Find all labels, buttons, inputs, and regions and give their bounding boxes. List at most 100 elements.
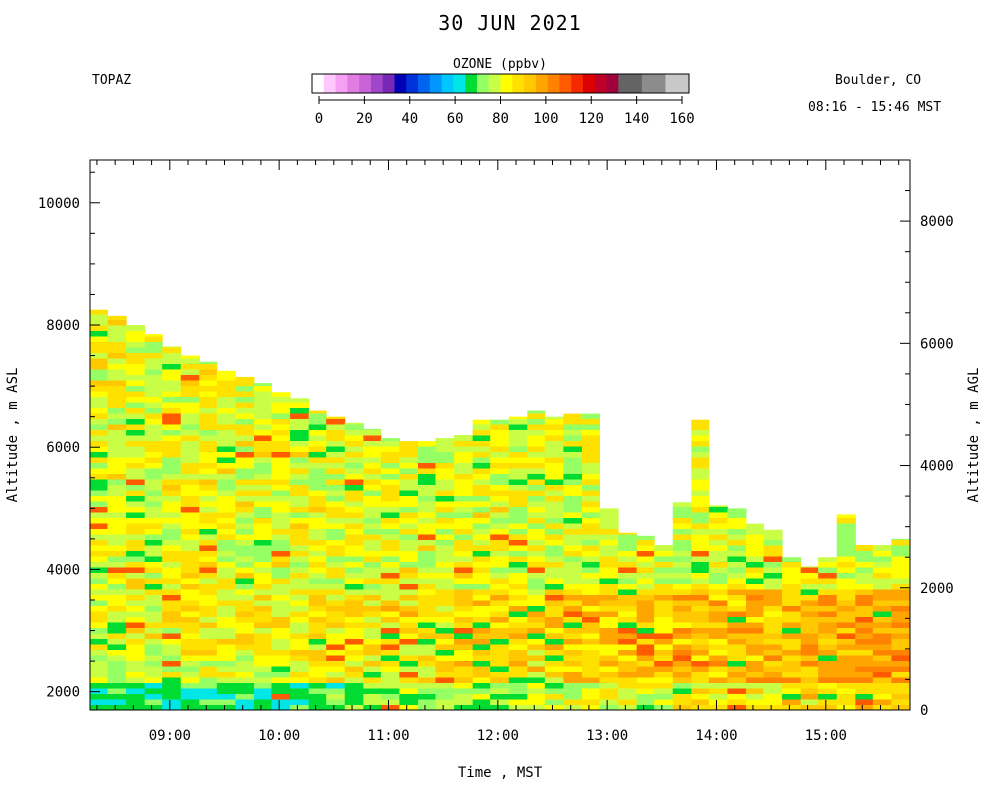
heatmap-cell [308, 655, 327, 661]
heatmap-cell [107, 633, 127, 639]
heatmap-cell [435, 677, 455, 683]
heatmap-cell [254, 424, 272, 430]
heatmap-cell [290, 545, 310, 551]
heatmap-cell [418, 583, 436, 590]
heatmap-cell [308, 495, 327, 502]
heatmap-cell [235, 435, 255, 441]
heatmap-cell [180, 457, 200, 463]
heatmap-cell [90, 396, 108, 403]
heatmap-cell [508, 484, 528, 491]
heatmap-cell [582, 462, 600, 469]
heatmap-cell [891, 578, 911, 584]
heatmap-cell [618, 600, 638, 606]
heatmap-cell [763, 682, 783, 689]
heatmap-cell [800, 693, 819, 700]
y-tick-label-left: 4000 [46, 562, 80, 578]
heatmap-cell [290, 539, 310, 546]
heatmap-cell [746, 633, 764, 639]
heatmap-cell [527, 413, 546, 419]
heatmap-cell [782, 644, 802, 650]
heatmap-cell [162, 572, 182, 579]
heatmap-cell [144, 622, 163, 628]
heatmap-cell [254, 583, 272, 590]
heatmap-cell [563, 633, 583, 639]
heatmap-cell [90, 583, 108, 590]
heatmap-cell [563, 704, 583, 711]
heatmap-cell [691, 688, 710, 694]
heatmap-cell [271, 413, 291, 419]
heatmap-cell [435, 490, 455, 496]
heatmap-cell [344, 660, 364, 667]
heatmap-cell [380, 644, 400, 650]
heatmap-cell [418, 622, 436, 628]
heatmap-cell [271, 600, 291, 606]
heatmap-cell [454, 594, 474, 601]
heatmap-cell [254, 484, 272, 491]
heatmap-cell [363, 688, 382, 694]
heatmap-cell [582, 649, 600, 656]
heatmap-cell [418, 462, 436, 469]
heatmap-cell [126, 699, 146, 705]
heatmap-cell [126, 484, 146, 491]
heatmap-cell [363, 611, 382, 617]
heatmap-cell [107, 528, 127, 535]
heatmap-cell [308, 594, 327, 601]
heatmap-cell [90, 682, 108, 689]
heatmap-cell [527, 561, 546, 568]
heatmap-cell [344, 627, 364, 634]
heatmap-cell [144, 556, 163, 562]
heatmap-cell [691, 583, 710, 590]
heatmap-cell [490, 484, 510, 491]
heatmap-cell [544, 578, 564, 584]
heatmap-cell [216, 506, 236, 513]
heatmap-cell [544, 682, 564, 689]
heatmap-cell [308, 479, 327, 485]
heatmap-cell [472, 512, 491, 518]
heatmap-cell [144, 594, 163, 601]
heatmap-cell [254, 512, 272, 518]
heatmap-cell [746, 545, 764, 551]
heatmap-cell [836, 704, 856, 711]
heatmap-cell [691, 561, 710, 568]
heatmap-cell [708, 578, 728, 584]
heatmap-cell [162, 583, 182, 590]
heatmap-cell [308, 539, 327, 546]
heatmap-cell [162, 446, 182, 452]
heatmap-cell [836, 666, 856, 672]
heatmap-cell [435, 468, 455, 474]
heatmap-cell [472, 451, 491, 458]
heatmap-cell [271, 594, 291, 601]
heatmap-cell [326, 682, 346, 689]
heatmap-cell [290, 506, 310, 513]
heatmap-cell [418, 473, 436, 480]
heatmap-cell [254, 649, 272, 656]
heatmap-cell [308, 446, 327, 452]
heatmap-cell [399, 605, 419, 612]
heatmap-cell [582, 699, 600, 705]
heatmap-cell [454, 490, 474, 496]
heatmap-cell [582, 622, 600, 628]
heatmap-cell [199, 556, 218, 562]
colorbar-swatch [441, 74, 454, 93]
heatmap-cell [144, 655, 163, 661]
heatmap-cell [144, 484, 163, 491]
heatmap-cell [271, 655, 291, 661]
heatmap-cell [472, 495, 491, 502]
heatmap-cell [508, 495, 528, 502]
heatmap-cell [691, 704, 710, 711]
heatmap-cell [800, 671, 819, 678]
heatmap-cell [216, 370, 236, 375]
colorbar-swatch [465, 74, 478, 93]
x-tick-label: 09:00 [149, 728, 191, 744]
heatmap-cell [308, 561, 327, 568]
heatmap-cell [199, 473, 218, 480]
heatmap-cell [254, 622, 272, 628]
heatmap-cell [107, 358, 127, 364]
heatmap-cell [763, 644, 783, 650]
heatmap-cell [271, 440, 291, 447]
heatmap-cell [126, 352, 146, 359]
heatmap-cell [636, 671, 655, 678]
heatmap-cell [380, 671, 400, 678]
heatmap-cell [763, 649, 783, 656]
heatmap-cell [180, 528, 200, 535]
